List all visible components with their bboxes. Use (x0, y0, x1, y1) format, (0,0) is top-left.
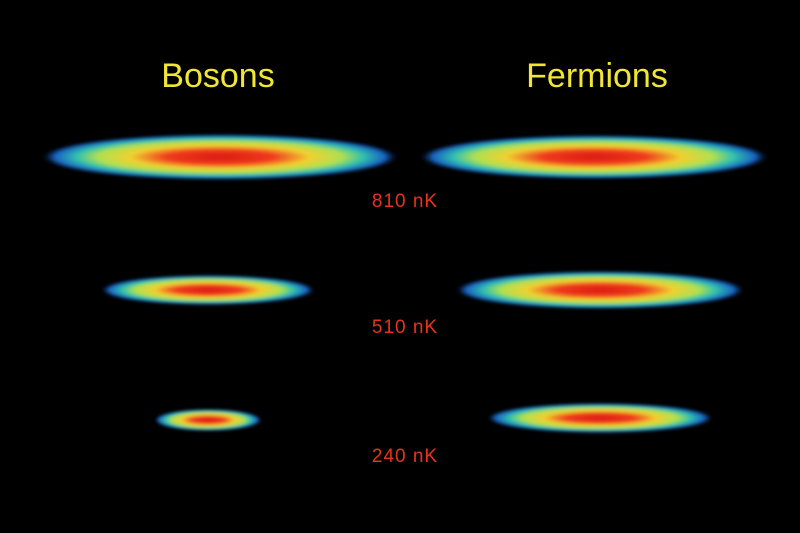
fermion-cloud (418, 135, 770, 179)
clouds (40, 134, 770, 433)
temperature-label: 810 nK (372, 191, 438, 212)
fermion-cloud (454, 271, 746, 309)
boson-cloud (40, 134, 400, 180)
temperature-label: 240 nK (372, 446, 438, 467)
fermion-cloud (486, 403, 714, 433)
column-title: Bosons (161, 57, 274, 95)
boson-cloud (154, 409, 262, 431)
temperature-label: 510 nK (372, 317, 438, 338)
boson-cloud (100, 275, 316, 305)
column-title: Fermions (526, 57, 668, 95)
